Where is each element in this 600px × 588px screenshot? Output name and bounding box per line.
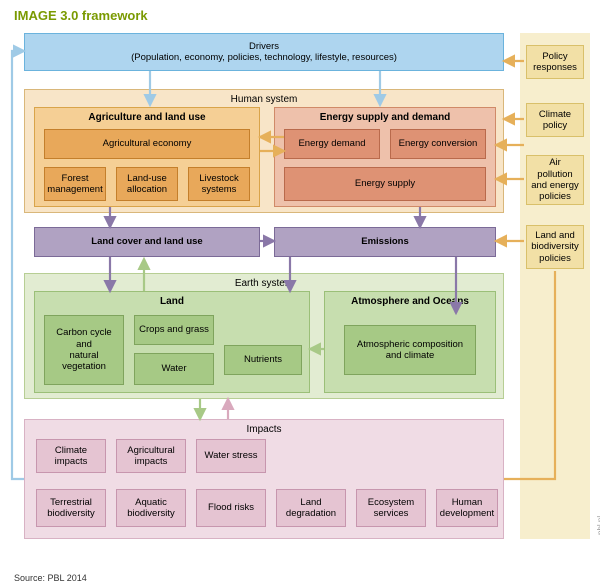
flood-risks: Flood risks (196, 489, 266, 527)
policy-responses-label: Policyresponses (533, 51, 577, 74)
agri-economy-label: Agricultural economy (103, 138, 192, 149)
water-label: Water (162, 363, 187, 374)
emissions-label: Emissions (361, 236, 409, 247)
atmo-comp: Atmospheric compositionand climate (344, 325, 476, 375)
climate-policy-label: Climatepolicy (539, 109, 571, 132)
arrow-impacts-to-drivers-left (12, 51, 24, 479)
landuse-alloc-label: Land-useallocation (127, 173, 167, 196)
livestock-label: Livestocksystems (199, 173, 239, 196)
land-biodiv-policy: Land andbiodiversitypolicies (526, 225, 584, 269)
eco-services-label: Ecosystemservices (368, 497, 414, 520)
impacts-panel-label: Impacts (246, 424, 281, 436)
land-degradation-label: Landdegradation (286, 497, 336, 520)
emissions: Emissions (274, 227, 496, 257)
crops-grass: Crops and grass (134, 315, 214, 345)
energy-demand-label: Energy demand (298, 138, 365, 149)
human-system-panel-label: Human system (231, 94, 298, 106)
landuse-alloc: Land-useallocation (116, 167, 178, 201)
aqua-biodiv: Aquaticbiodiversity (116, 489, 186, 527)
policy-responses: Policyresponses (526, 45, 584, 79)
livestock: Livestocksystems (188, 167, 250, 201)
land-degradation: Landdegradation (276, 489, 346, 527)
climate-policy: Climatepolicy (526, 103, 584, 137)
source-line: Source: PBL 2014 (0, 567, 600, 583)
eco-services: Ecosystemservices (356, 489, 426, 527)
crops-grass-label: Crops and grass (139, 324, 209, 335)
human-dev-label: Humandevelopment (440, 497, 494, 520)
nutrients-label: Nutrients (244, 354, 282, 365)
air-policy: Air pollutionand energypolicies (526, 155, 584, 205)
human-dev: Humandevelopment (436, 489, 498, 527)
land-biodiv-policy-label: Land andbiodiversitypolicies (531, 230, 579, 264)
energy-supply: Energy supply (284, 167, 486, 201)
drivers-panel: Drivers(Population, economy, policies, t… (24, 33, 504, 71)
nutrients: Nutrients (224, 345, 302, 375)
agriculture-panel-label: Agriculture and land use (88, 112, 205, 124)
watermark: pbl.nl (596, 516, 600, 535)
forest-mgmt: Forestmanagement (44, 167, 106, 201)
diagram-canvas: Drivers(Population, economy, policies, t… (0, 27, 600, 567)
energy-demand: Energy demand (284, 129, 380, 159)
forest-mgmt-label: Forestmanagement (47, 173, 102, 196)
climate-impacts-label: Climateimpacts (55, 445, 88, 468)
terr-biodiv: Terrestrialbiodiversity (36, 489, 106, 527)
climate-impacts: Climateimpacts (36, 439, 106, 473)
water: Water (134, 353, 214, 385)
earth-system-panel-label: Earth system (235, 278, 293, 290)
drivers-panel-label: Drivers(Population, economy, policies, t… (131, 41, 397, 64)
ag-impacts-label: Agriculturalimpacts (127, 445, 175, 468)
land-panel-label: Land (160, 296, 184, 308)
land-cover-use-label: Land cover and land use (91, 236, 202, 247)
energy-panel-label: Energy supply and demand (320, 112, 451, 124)
carbon-veg-label: Carbon cycle andnatural vegetation (49, 327, 119, 373)
ag-impacts: Agriculturalimpacts (116, 439, 186, 473)
energy-conversion: Energy conversion (390, 129, 486, 159)
aqua-biodiv-label: Aquaticbiodiversity (127, 497, 175, 520)
air-policy-label: Air pollutionand energypolicies (531, 157, 579, 203)
energy-conversion-label: Energy conversion (399, 138, 478, 149)
water-stress-label: Water stress (205, 450, 258, 461)
page-title: IMAGE 3.0 framework (0, 0, 600, 27)
atmo-comp-label: Atmospheric compositionand climate (357, 339, 463, 362)
water-stress: Water stress (196, 439, 266, 473)
agri-economy: Agricultural economy (44, 129, 250, 159)
flood-risks-label: Flood risks (208, 502, 254, 513)
terr-biodiv-label: Terrestrialbiodiversity (47, 497, 95, 520)
atmo-panel-label: Atmosphere and Oceans (351, 296, 469, 308)
energy-supply-label: Energy supply (355, 178, 415, 189)
carbon-veg: Carbon cycle andnatural vegetation (44, 315, 124, 385)
land-cover-use: Land cover and land use (34, 227, 260, 257)
